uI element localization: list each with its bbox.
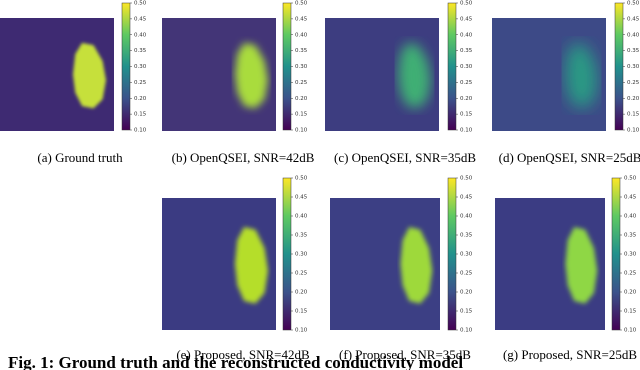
panel: 0.50 0.45 0.40 0.35 0.30 0.25 0.20 0.15 0.10 (g) …	[495, 176, 637, 362]
colorbar	[447, 177, 457, 331]
colorbar-tick-label: 0.50	[624, 176, 637, 182]
colorbar-tick-label: 0.20	[134, 96, 147, 102]
colorbar-tick-label: 0.10	[134, 128, 147, 134]
colorbar-tick-label: 0.30	[460, 64, 473, 70]
colorbar	[121, 2, 131, 131]
colorbar-tick-label: 0.25	[295, 271, 308, 277]
colorbar-tick-label: 0.50	[134, 1, 147, 7]
colorbar-tick-label: 0.30	[295, 252, 308, 258]
colorbar-tick-label: 0.45	[460, 195, 473, 201]
colorbar-tick-label: 0.40	[624, 214, 637, 220]
colorbar-tick-label: 0.35	[627, 48, 640, 54]
heatmap-blob	[564, 42, 599, 109]
panel-caption: (e) Proposed, SNR=42dB	[176, 347, 310, 362]
panel: 0.50 0.45 0.40 0.35 0.30 0.25 0.20 0.15 0.10 (d) …	[492, 1, 640, 165]
colorbar-tick-label: 0.40	[460, 32, 473, 38]
colorbar-tick-label: 0.50	[295, 176, 308, 182]
colorbar	[282, 2, 292, 131]
heatmap-blob	[397, 42, 432, 109]
colorbar-tick-label: 0.25	[624, 271, 637, 277]
colorbar-tick-label: 0.45	[295, 16, 308, 22]
colorbar-tick-label: 0.50	[460, 176, 473, 182]
colorbar-tick-label: 0.35	[460, 48, 473, 54]
colorbar-tick-label: 0.20	[295, 290, 308, 296]
colorbar-tick-label: 0.15	[295, 112, 308, 118]
colorbar-tick-label: 0.15	[460, 309, 473, 315]
panel-caption: (d) OpenQSEI, SNR=25dB	[499, 150, 640, 165]
colorbar-tick-label: 0.15	[295, 309, 308, 315]
colorbar-tick-label: 0.20	[460, 290, 473, 296]
colorbar-tick-label: 0.10	[460, 128, 473, 134]
colorbar-tick-label: 0.15	[134, 112, 147, 118]
colorbar-tick-label: 0.35	[295, 233, 308, 239]
colorbar	[614, 2, 624, 131]
colorbar-tick-label: 0.30	[295, 64, 308, 70]
colorbar-tick-label: 0.40	[134, 32, 147, 38]
colorbar-tick-label: 0.10	[624, 328, 637, 334]
colorbar-tick-label: 0.25	[627, 80, 640, 86]
panel-caption: (c) OpenQSEI, SNR=35dB	[334, 150, 476, 165]
colorbar-tick-label: 0.30	[624, 252, 637, 258]
colorbar-tick-label: 0.20	[295, 96, 308, 102]
colorbar-tick-label: 0.40	[460, 214, 473, 220]
colorbar	[282, 177, 292, 331]
colorbar-tick-label: 0.20	[624, 290, 637, 296]
panel-caption: (a) Ground truth	[37, 150, 123, 165]
panel-caption: (b) OpenQSEI, SNR=42dB	[172, 150, 315, 165]
colorbar-tick-label: 0.25	[460, 80, 473, 86]
colorbar-tick-label: 0.30	[627, 64, 640, 70]
panel: 0.50 0.45 0.40 0.35 0.30 0.25 0.20 0.15 0.10 (c) …	[325, 1, 476, 165]
colorbar-tick-label: 0.20	[627, 96, 640, 102]
colorbar-tick-label: 0.50	[460, 1, 473, 7]
colorbar-tick-label: 0.40	[295, 32, 308, 38]
panel: 0.50 0.45 0.40 0.35 0.30 0.25 0.20 0.15 0.10 (e) …	[162, 176, 310, 362]
colorbar	[447, 2, 457, 131]
heatmap-blob	[234, 42, 269, 109]
panel: 0.50 0.45 0.40 0.35 0.30 0.25 0.20 0.15 0.10 (b) …	[162, 1, 315, 165]
colorbar-tick-label: 0.30	[460, 252, 473, 258]
colorbar-tick-label: 0.35	[460, 233, 473, 239]
colorbar-tick-label: 0.25	[295, 80, 308, 86]
colorbar-tick-label: 0.10	[295, 328, 308, 334]
colorbar-tick-label: 0.50	[295, 1, 308, 7]
colorbar-tick-label: 0.25	[134, 80, 147, 86]
colorbar-tick-label: 0.45	[460, 16, 473, 22]
colorbar-tick-label: 0.20	[460, 96, 473, 102]
colorbar-tick-label: 0.40	[295, 214, 308, 220]
colorbar-tick-label: 0.45	[624, 195, 637, 201]
colorbar-tick-label: 0.35	[295, 48, 308, 54]
panel: 0.50 0.45 0.40 0.35 0.30 0.25 0.20 0.15 0.10 (a) …	[0, 1, 147, 165]
heatmap-blob	[565, 227, 598, 304]
heatmap-blob	[72, 42, 107, 109]
colorbar-tick-label: 0.35	[134, 48, 147, 54]
colorbar-tick-label: 0.10	[627, 128, 640, 134]
colorbar-tick-label: 0.50	[627, 1, 640, 7]
panel-caption: (g) Proposed, SNR=25dB	[503, 347, 637, 362]
colorbar-tick-label: 0.10	[460, 328, 473, 334]
colorbar-tick-label: 0.15	[460, 112, 473, 118]
colorbar-tick-label: 0.45	[134, 16, 147, 22]
colorbar-tick-label: 0.15	[627, 112, 640, 118]
colorbar-tick-label: 0.45	[295, 195, 308, 201]
colorbar-tick-label: 0.10	[295, 128, 308, 134]
heatmap-blob	[400, 227, 433, 304]
heatmap-blob	[234, 227, 269, 304]
colorbar-tick-label: 0.40	[627, 32, 640, 38]
colorbar-tick-label: 0.15	[624, 309, 637, 315]
colorbar-tick-label: 0.35	[624, 233, 637, 239]
colorbar	[611, 177, 621, 331]
panel: 0.50 0.45 0.40 0.35 0.30 0.25 0.20 0.15 0.10 (f) …	[330, 176, 473, 362]
colorbar-tick-label: 0.30	[134, 64, 147, 70]
colorbar-tick-label: 0.25	[460, 271, 473, 277]
colorbar-tick-label: 0.45	[627, 16, 640, 22]
figure-caption: Fig. 1: Ground truth and the reconstruct…	[8, 353, 463, 370]
panel-caption: (f) Proposed, SNR=35dB	[339, 347, 471, 362]
